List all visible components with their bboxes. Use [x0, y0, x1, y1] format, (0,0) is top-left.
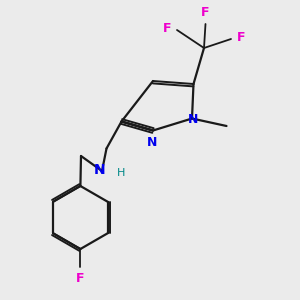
Text: H: H	[116, 168, 125, 178]
Text: N: N	[94, 164, 106, 177]
Text: F: F	[236, 31, 245, 44]
Text: N: N	[188, 112, 198, 126]
Text: N: N	[147, 136, 158, 149]
Text: F: F	[163, 22, 172, 35]
Text: F: F	[201, 6, 210, 19]
Text: F: F	[76, 272, 85, 285]
